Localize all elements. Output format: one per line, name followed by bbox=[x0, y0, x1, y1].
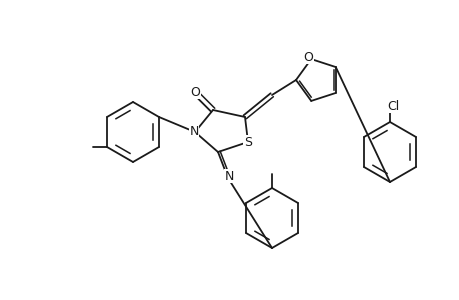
Text: N: N bbox=[224, 169, 233, 182]
Text: N: N bbox=[189, 124, 198, 137]
Text: Cl: Cl bbox=[386, 100, 398, 112]
Text: O: O bbox=[302, 51, 313, 64]
Text: O: O bbox=[190, 85, 200, 98]
Text: S: S bbox=[243, 136, 252, 148]
